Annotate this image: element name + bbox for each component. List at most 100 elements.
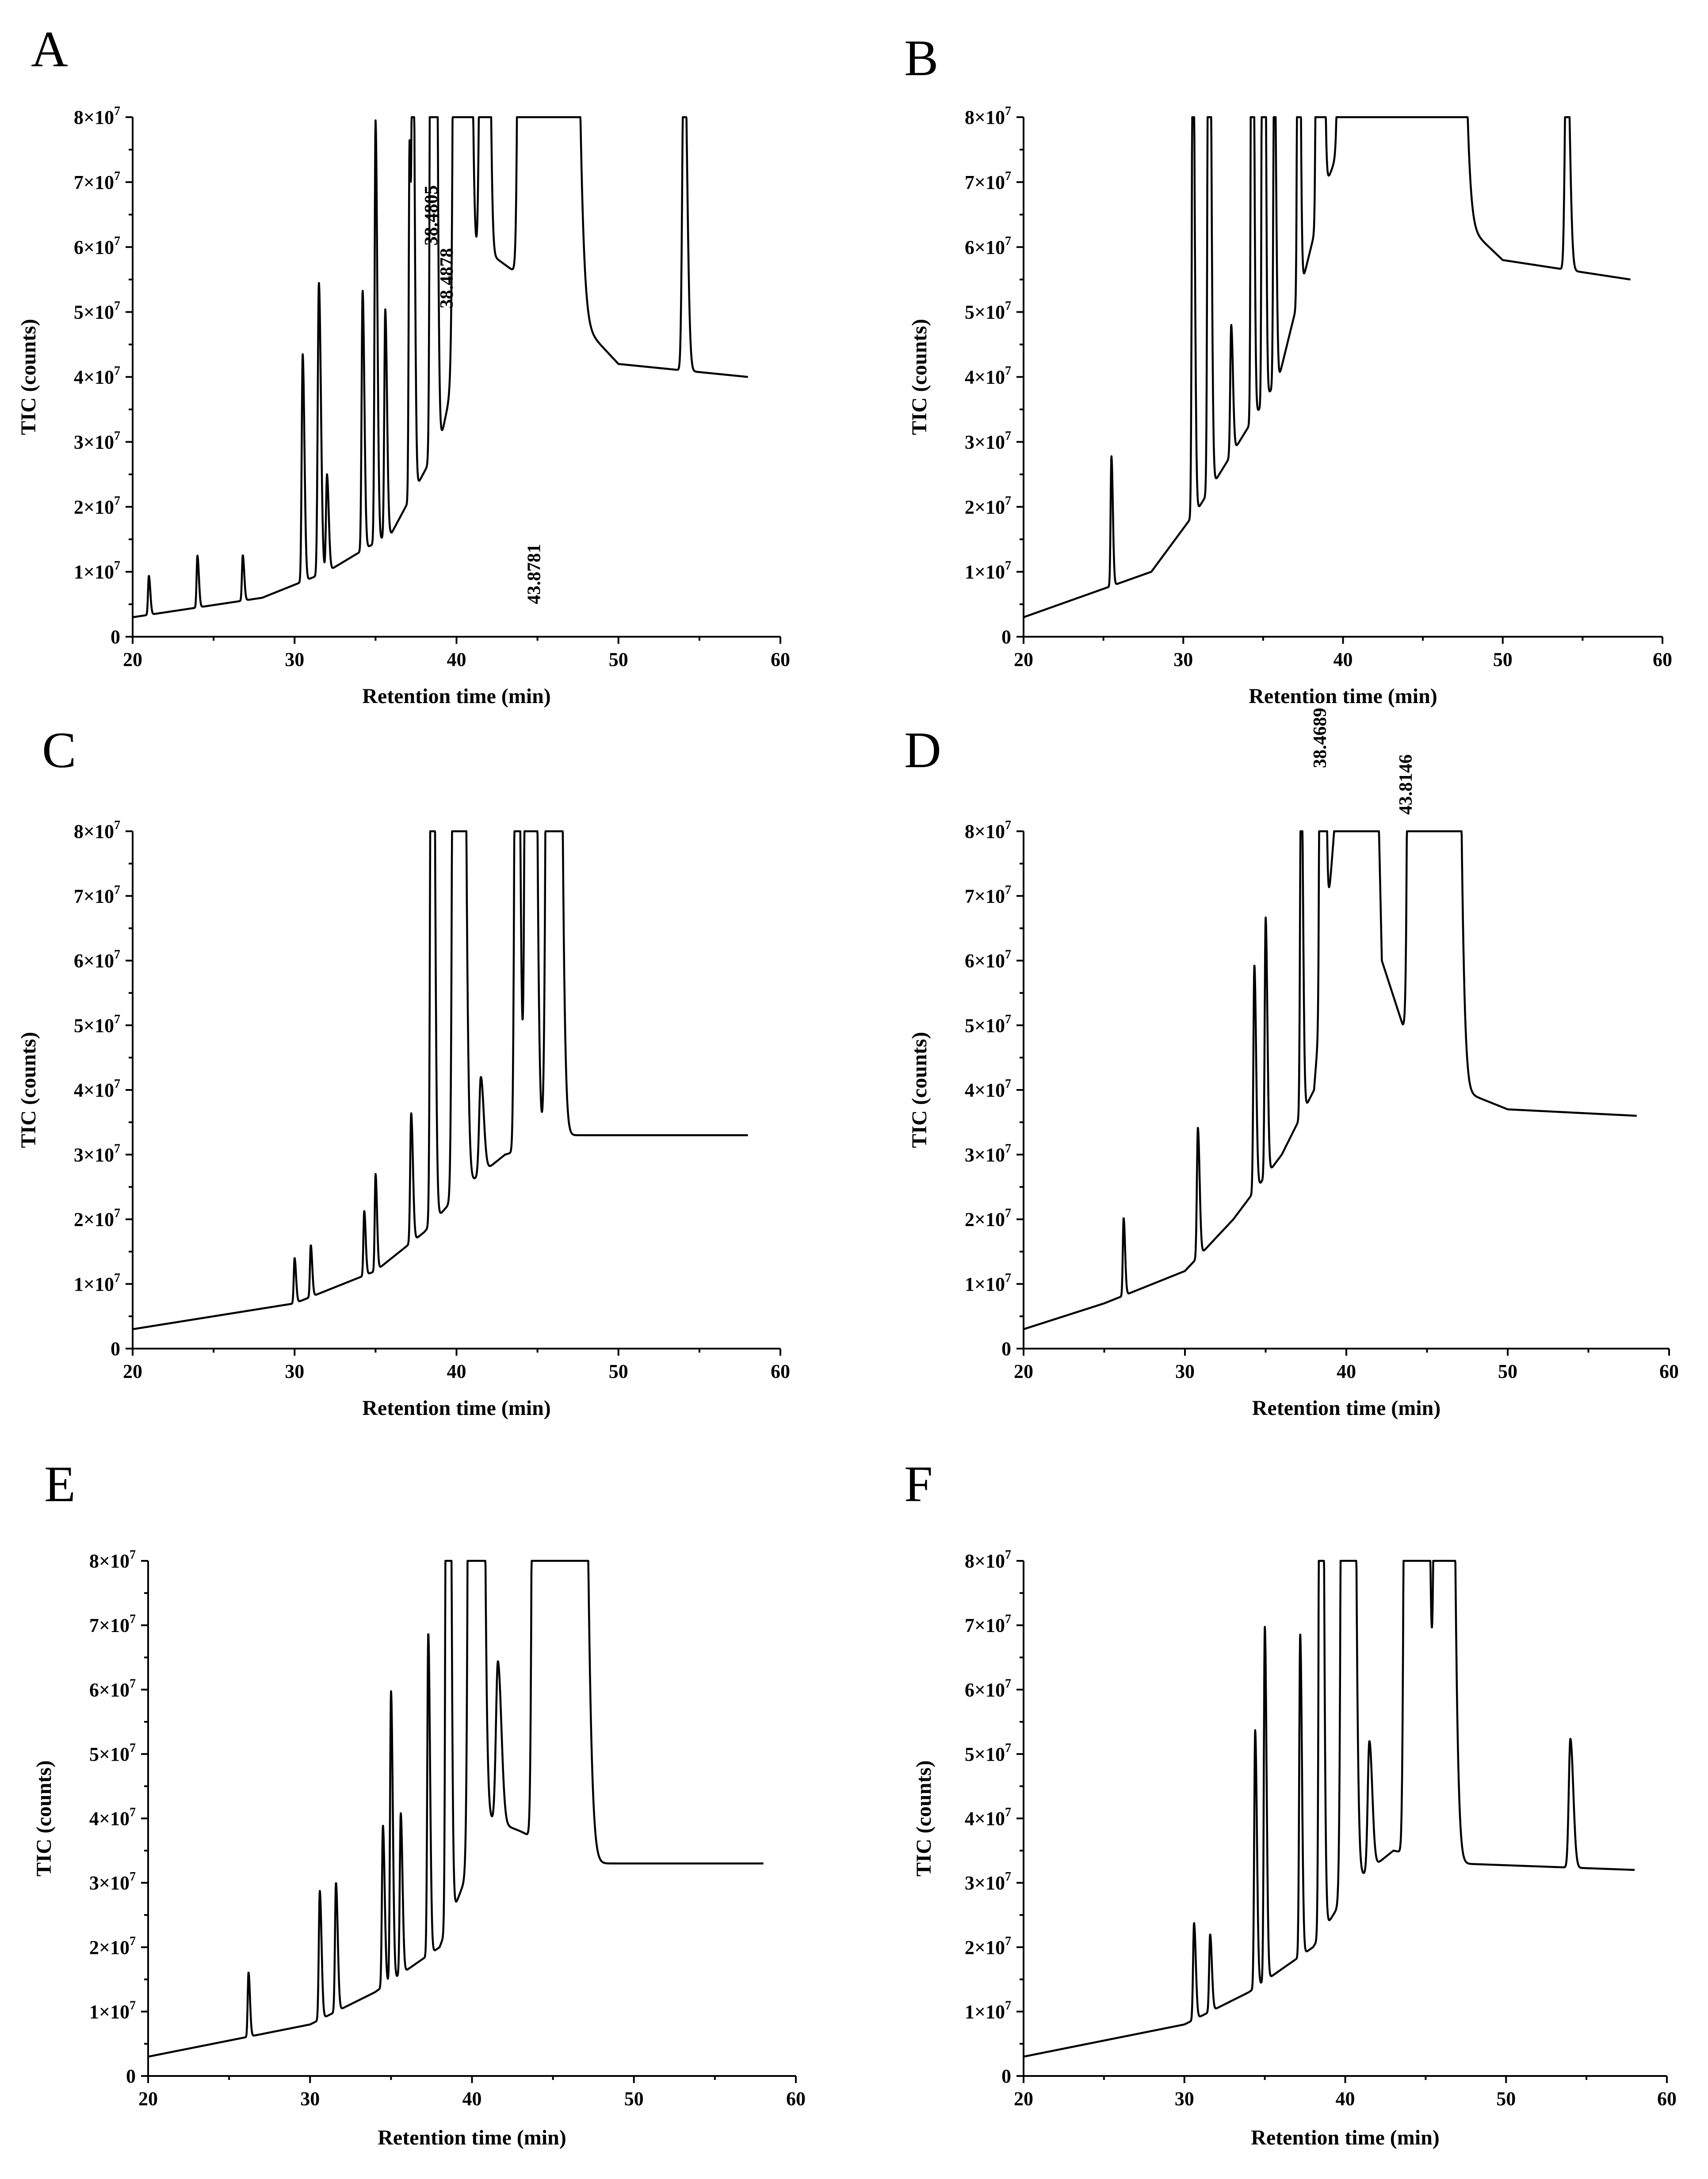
- x-tick-label: 20: [138, 2088, 158, 2110]
- peak-label: 38.4805: [421, 185, 442, 246]
- y-tick-label: 8×107: [965, 104, 1011, 128]
- y-tick-label: 5×107: [965, 1741, 1011, 1765]
- chromatogram-trace: [147, 1560, 764, 2058]
- y-tick-label: 4×107: [89, 1806, 136, 1830]
- y-tick-label: 3×107: [89, 1870, 136, 1894]
- panel-letter: C: [42, 722, 76, 779]
- y-tick-label: 4×107: [74, 364, 120, 388]
- peak-label: 43.8146: [1396, 754, 1416, 815]
- y-tick-label: 7×107: [74, 169, 120, 193]
- panel-letter: A: [31, 21, 68, 78]
- chromatogram-trace: [1023, 830, 1638, 1330]
- x-tick-label: 40: [462, 2088, 482, 2110]
- x-tick-label: 50: [1496, 2088, 1516, 2110]
- x-tick-label: 60: [1659, 1361, 1679, 1382]
- y-tick-label: 8×107: [89, 1548, 136, 1572]
- x-tick-label: 20: [123, 1361, 142, 1382]
- peak-label: 43.8781: [524, 544, 545, 604]
- y-tick-label: 2×107: [89, 1934, 136, 1958]
- y-tick-label: 1×107: [74, 1271, 120, 1295]
- x-tick-label: 60: [1657, 2088, 1677, 2110]
- panel-B: B 20 30 40 50 60 0 1×107 2×107 3×107 4×107 5×107 6×1…: [904, 30, 1672, 708]
- x-tick-label: 50: [609, 649, 628, 670]
- x-tick-label: 20: [1014, 649, 1033, 670]
- y-tick-label: 1×107: [965, 559, 1011, 583]
- y-tick-label: 3×107: [965, 1870, 1011, 1894]
- x-tick-label: 60: [1653, 649, 1672, 670]
- y-tick-label: 7×107: [965, 1613, 1011, 1636]
- y-tick-label: 0: [126, 2065, 136, 2087]
- panel-E: E 20 30 40 50 60 0 1×107 2×107 3×107 4×107 5×107 6×1…: [32, 248, 806, 2149]
- x-tick-label: 20: [1014, 1361, 1033, 1382]
- y-tick-label: 6×107: [74, 948, 120, 972]
- panel-F: F 20 30 40 50 60 0 1×107 2×107 3×107 4×107 5×107 6×1…: [904, 708, 1677, 2149]
- x-axis-title: Retention time (min): [1252, 1396, 1441, 1420]
- x-axis-title: Retention time (min): [362, 684, 551, 708]
- y-axis-title: TIC (counts): [912, 1760, 936, 1877]
- y-tick-label: 6×107: [965, 1677, 1011, 1701]
- x-axis-title: Retention time (min): [1249, 684, 1437, 708]
- y-tick-label: 5×107: [89, 1741, 136, 1765]
- y-tick-label: 8×107: [74, 818, 120, 842]
- x-axis-title: Retention time (min): [1251, 2126, 1440, 2149]
- y-tick-label: 5×107: [74, 299, 120, 323]
- y-tick-label: 8×107: [965, 818, 1011, 842]
- y-tick-label: 4×107: [74, 1077, 120, 1101]
- panel-letter: E: [44, 1456, 76, 1513]
- y-tick-label: 6×107: [89, 1677, 136, 1701]
- x-tick-label: 40: [447, 1361, 466, 1382]
- panel-letter: F: [904, 1456, 933, 1513]
- x-tick-label: 30: [1175, 2088, 1194, 2110]
- y-tick-label: 2×107: [965, 494, 1011, 518]
- y-tick-label: 3×107: [74, 1142, 120, 1166]
- x-tick-label: 20: [1014, 2088, 1033, 2110]
- y-tick-label: 3×107: [965, 1142, 1011, 1166]
- y-tick-label: 8×107: [74, 104, 120, 128]
- x-axis-title: Retention time (min): [378, 2126, 566, 2149]
- chromatogram-trace: [1023, 1560, 1635, 2058]
- y-tick-label: 0: [1001, 626, 1011, 648]
- y-tick-label: 7×107: [965, 169, 1011, 193]
- x-tick-label: 50: [624, 2088, 644, 2110]
- y-tick-label: 5×107: [74, 1013, 120, 1036]
- x-tick-label: 30: [285, 1361, 304, 1382]
- y-tick-label: 6×107: [965, 948, 1011, 972]
- y-tick-label: 5×107: [965, 1013, 1011, 1036]
- chromatogram-trace: [1023, 116, 1632, 618]
- x-tick-label: 40: [1334, 649, 1353, 670]
- x-tick-label: 30: [300, 2088, 320, 2110]
- peak-label: 38.4878: [437, 248, 457, 309]
- x-tick-label: 60: [771, 1361, 790, 1382]
- y-tick-label: 7×107: [74, 883, 120, 907]
- y-tick-label: 0: [1001, 2065, 1011, 2087]
- x-tick-label: 30: [1175, 1361, 1195, 1382]
- x-tick-label: 40: [447, 649, 466, 670]
- y-tick-label: 1×107: [89, 1999, 136, 2022]
- panel-letter: B: [904, 30, 938, 87]
- y-tick-label: 5×107: [965, 299, 1011, 323]
- y-tick-label: 7×107: [89, 1613, 136, 1636]
- y-tick-label: 1×107: [74, 559, 120, 583]
- x-tick-label: 50: [1498, 1361, 1517, 1382]
- y-axis-title: TIC (counts): [32, 1760, 56, 1877]
- panel-letter: D: [904, 722, 941, 779]
- peak-label: 38.4689: [1310, 708, 1330, 768]
- x-tick-label: 20: [123, 649, 142, 670]
- y-tick-label: 0: [1001, 1338, 1011, 1360]
- y-tick-label: 1×107: [965, 1271, 1011, 1295]
- x-tick-label: 50: [1493, 649, 1513, 670]
- y-tick-label: 4×107: [965, 1077, 1011, 1101]
- y-tick-label: 3×107: [74, 429, 120, 453]
- y-axis-title: TIC (counts): [17, 1032, 40, 1148]
- y-tick-label: 8×107: [965, 1548, 1011, 1572]
- panel-A: A 20 30 40 50 60 0 1×107 2×107 3×107 4×107 5×107 6×1…: [17, 21, 790, 708]
- x-tick-label: 60: [786, 2088, 806, 2110]
- y-tick-label: 6×107: [74, 234, 120, 258]
- y-tick-label: 3×107: [965, 429, 1011, 453]
- x-tick-label: 40: [1337, 1361, 1356, 1382]
- x-tick-label: 50: [609, 1361, 628, 1382]
- y-tick-label: 0: [111, 1338, 120, 1360]
- x-tick-label: 30: [285, 649, 304, 670]
- chromatogram-trace: [132, 830, 749, 1330]
